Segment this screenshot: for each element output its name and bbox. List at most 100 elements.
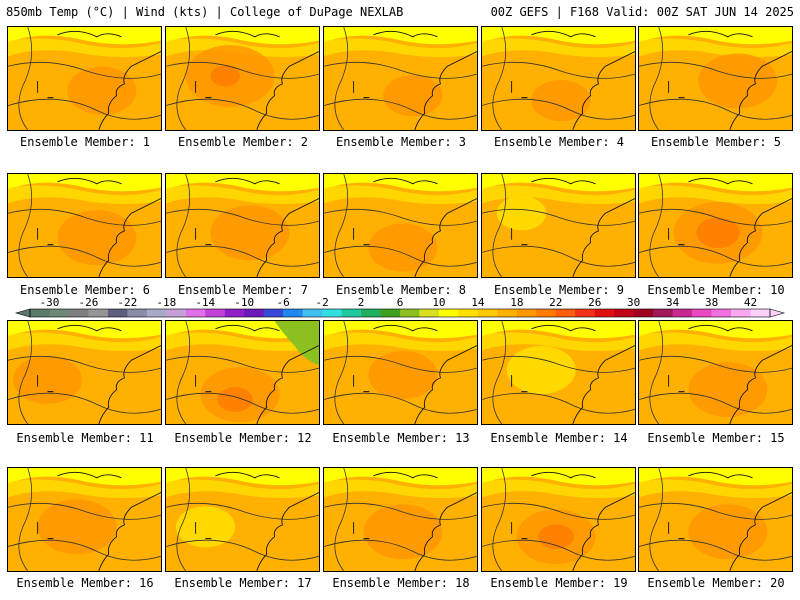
colorbar-segment bbox=[731, 309, 751, 317]
colorbar-tick-label: 34 bbox=[666, 296, 680, 309]
ensemble-member-label-20: Ensemble Member: 20 bbox=[647, 576, 785, 590]
colorbar-segment bbox=[380, 309, 401, 317]
ensemble-member-map-15 bbox=[638, 320, 793, 425]
ensemble-member-label-14: Ensemble Member: 14 bbox=[490, 431, 628, 445]
colorbar-segment bbox=[536, 309, 557, 317]
colorbar-tick-label: -2 bbox=[315, 296, 329, 309]
colorbar-tick-label: 14 bbox=[471, 296, 485, 309]
ensemble-member-map-18 bbox=[323, 467, 478, 572]
colorbar-segment bbox=[146, 309, 167, 317]
colorbar-segment bbox=[516, 309, 537, 317]
ensemble-member-label-7: Ensemble Member: 7 bbox=[177, 283, 309, 297]
colorbar-tick-label: 42 bbox=[743, 296, 758, 309]
ensemble-member-map-9 bbox=[481, 173, 636, 278]
ensemble-member-map-8 bbox=[323, 173, 478, 278]
ensemble-member-map-1 bbox=[7, 26, 162, 131]
colorbar-tick-label: -26 bbox=[78, 296, 99, 309]
colorbar-tick-label: -10 bbox=[234, 296, 255, 309]
ensemble-member-map-5 bbox=[638, 26, 793, 131]
colorbar-segment bbox=[419, 309, 440, 317]
ensemble-member-label-9: Ensemble Member: 9 bbox=[493, 283, 625, 297]
ensemble-member-label-8: Ensemble Member: 8 bbox=[335, 283, 467, 297]
colorbar-tick-label: -22 bbox=[117, 296, 138, 309]
colorbar-segment bbox=[205, 309, 226, 317]
colorbar-segment bbox=[575, 309, 596, 317]
colorbar-tick-label: 10 bbox=[432, 296, 446, 309]
map-title: 850mb Temp (°C) | Wind (kts) | College o… bbox=[6, 5, 404, 19]
colorbar-tick-label: -6 bbox=[276, 296, 290, 309]
colorbar-tick-label: 6 bbox=[396, 296, 404, 309]
colorbar-segment bbox=[244, 309, 264, 317]
ensemble-member-label-6: Ensemble Member: 6 bbox=[19, 283, 151, 297]
colorbar-segment bbox=[107, 309, 128, 317]
colorbar-segment bbox=[302, 309, 323, 317]
run-valid-time: 00Z GEFS | F168 Valid: 00Z SAT JUN 14 20… bbox=[490, 5, 794, 19]
colorbar-segment bbox=[127, 309, 148, 317]
ensemble-member-map-4 bbox=[481, 26, 636, 131]
colorbar-tick-label: -18 bbox=[156, 296, 177, 309]
ensemble-member-label-3: Ensemble Member: 3 bbox=[335, 135, 467, 149]
ensemble-member-map-3 bbox=[323, 26, 478, 131]
colorbar-tick-label: 2 bbox=[357, 296, 365, 309]
colorbar-segment bbox=[283, 309, 303, 317]
colorbar-segment bbox=[711, 309, 732, 317]
ensemble-member-map-6 bbox=[7, 173, 162, 278]
colorbar-tick-label: 38 bbox=[704, 296, 719, 309]
colorbar-segment bbox=[633, 309, 654, 317]
ensemble-member-map-7 bbox=[165, 173, 320, 278]
ensemble-member-label-15: Ensemble Member: 15 bbox=[647, 431, 785, 445]
colorbar-segment bbox=[224, 309, 245, 317]
ensemble-member-label-13: Ensemble Member: 13 bbox=[332, 431, 470, 445]
colorbar-segment bbox=[594, 309, 615, 317]
colorbar-tick-label: 26 bbox=[588, 296, 602, 309]
ensemble-member-label-18: Ensemble Member: 18 bbox=[332, 576, 470, 590]
colorbar-segment bbox=[555, 309, 576, 317]
colorbar-segment bbox=[185, 309, 206, 317]
colorbar-segment bbox=[614, 309, 634, 317]
ensemble-member-map-19 bbox=[481, 467, 636, 572]
colorbar-segment bbox=[438, 309, 459, 317]
colorbar-tick-label: -14 bbox=[195, 296, 216, 309]
ensemble-member-map-17 bbox=[165, 467, 320, 572]
ensemble-member-label-10: Ensemble Member: 10 bbox=[647, 283, 785, 297]
ensemble-member-label-5: Ensemble Member: 5 bbox=[650, 135, 782, 149]
ensemble-member-map-2 bbox=[165, 26, 320, 131]
temperature-colorbar bbox=[14, 308, 786, 318]
colorbar-segment bbox=[341, 309, 362, 317]
colorbar-segment bbox=[68, 309, 89, 317]
colorbar-tick-label: 22 bbox=[549, 296, 563, 309]
ensemble-member-map-11 bbox=[7, 320, 162, 425]
colorbar-segment bbox=[692, 309, 712, 317]
ensemble-member-label-2: Ensemble Member: 2 bbox=[177, 135, 309, 149]
ensemble-member-map-13 bbox=[323, 320, 478, 425]
ensemble-member-map-20 bbox=[638, 467, 793, 572]
ensemble-member-map-14 bbox=[481, 320, 636, 425]
ensemble-member-label-4: Ensemble Member: 4 bbox=[493, 135, 625, 149]
colorbar-segment bbox=[400, 309, 420, 317]
colorbar-segment bbox=[88, 309, 109, 317]
ensemble-member-label-12: Ensemble Member: 12 bbox=[174, 431, 312, 445]
colorbar-segment bbox=[30, 309, 50, 317]
colorbar-segment bbox=[361, 309, 381, 317]
ensemble-member-map-12 bbox=[165, 320, 320, 425]
colorbar-segment bbox=[653, 309, 673, 317]
ensemble-member-label-16: Ensemble Member: 16 bbox=[16, 576, 154, 590]
colorbar-segment bbox=[672, 309, 693, 317]
colorbar-tick-label: 30 bbox=[627, 296, 641, 309]
ensemble-member-label-17: Ensemble Member: 17 bbox=[174, 576, 312, 590]
colorbar-segment bbox=[458, 309, 479, 317]
colorbar-segment bbox=[750, 309, 771, 317]
ensemble-member-label-1: Ensemble Member: 1 bbox=[19, 135, 151, 149]
ensemble-member-label-19: Ensemble Member: 19 bbox=[490, 576, 628, 590]
colorbar-segment bbox=[263, 309, 284, 317]
colorbar-tick-label: -30 bbox=[39, 296, 60, 309]
ensemble-member-map-10 bbox=[638, 173, 793, 278]
ensemble-member-map-16 bbox=[7, 467, 162, 572]
colorbar-segment bbox=[497, 309, 518, 317]
ensemble-member-label-11: Ensemble Member: 11 bbox=[16, 431, 154, 445]
colorbar-segment bbox=[322, 309, 342, 317]
colorbar-segment bbox=[477, 309, 498, 317]
colorbar-segment bbox=[166, 309, 187, 317]
colorbar-segment bbox=[49, 309, 70, 317]
colorbar-tick-label: 18 bbox=[510, 296, 524, 309]
